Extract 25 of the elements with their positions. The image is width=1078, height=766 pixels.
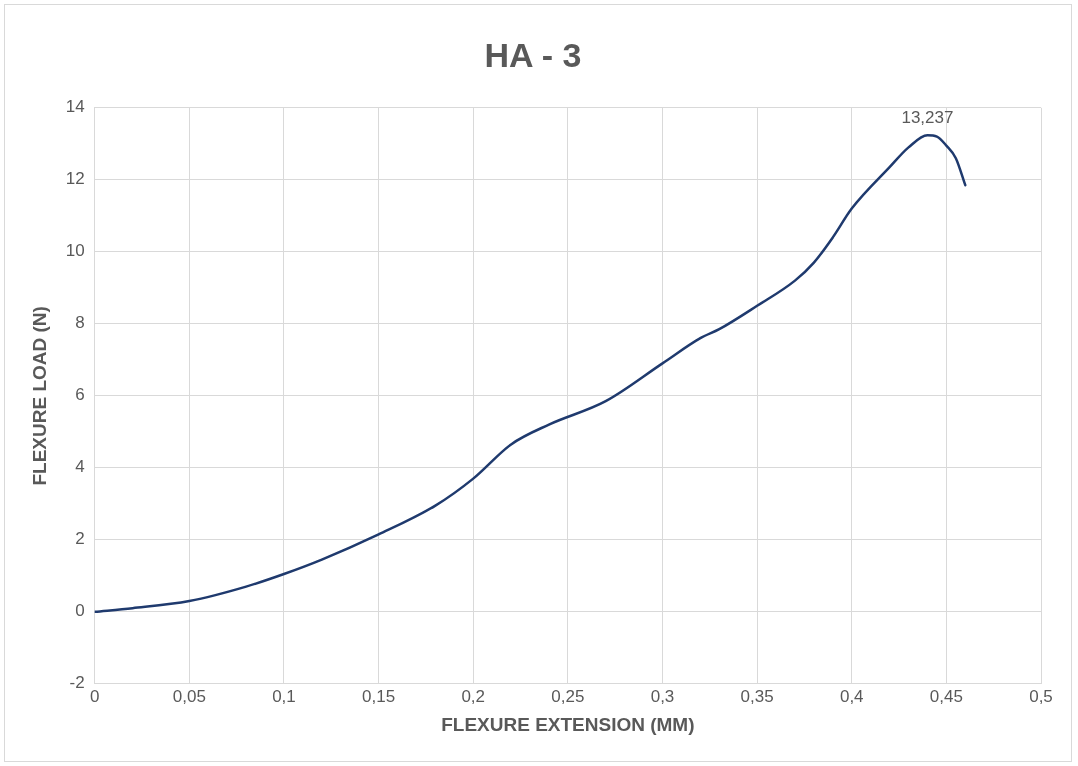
x-tick-label: 0,2 <box>461 686 486 706</box>
y-tick-label: 4 <box>75 457 85 477</box>
x-tick-label: 0,4 <box>839 686 864 706</box>
y-tick-label: 0 <box>75 601 85 621</box>
y-tick-label: 12 <box>65 169 85 189</box>
y-tick-label: 8 <box>75 313 85 333</box>
y-tick-label: 10 <box>65 241 85 261</box>
y-tick-label: 2 <box>75 529 85 549</box>
x-tick-label: 0,45 <box>929 686 963 706</box>
y-axis-title: FLEXURE LOAD (N) <box>28 306 50 486</box>
y-tick-label: 14 <box>65 97 85 117</box>
x-tick-label: 0 <box>89 686 100 706</box>
y-tick-label: -2 <box>69 673 85 693</box>
x-tick-label: 0,3 <box>650 686 675 706</box>
x-tick-label: 0,25 <box>551 686 585 706</box>
chart-title: HA - 3 <box>484 35 582 74</box>
y-tick-label: 6 <box>75 385 85 405</box>
annotation: 13,237 <box>901 108 954 128</box>
x-tick-label: 0,35 <box>740 686 774 706</box>
x-tick-label: 0,5 <box>1029 686 1053 706</box>
x-tick-label: 0,15 <box>362 686 396 706</box>
x-tick-label: 0,1 <box>272 686 296 706</box>
x-tick-label: 0,05 <box>172 686 206 706</box>
x-axis-title: FLEXURE EXTENSION (MM) <box>441 713 695 735</box>
line-series <box>94 134 967 614</box>
